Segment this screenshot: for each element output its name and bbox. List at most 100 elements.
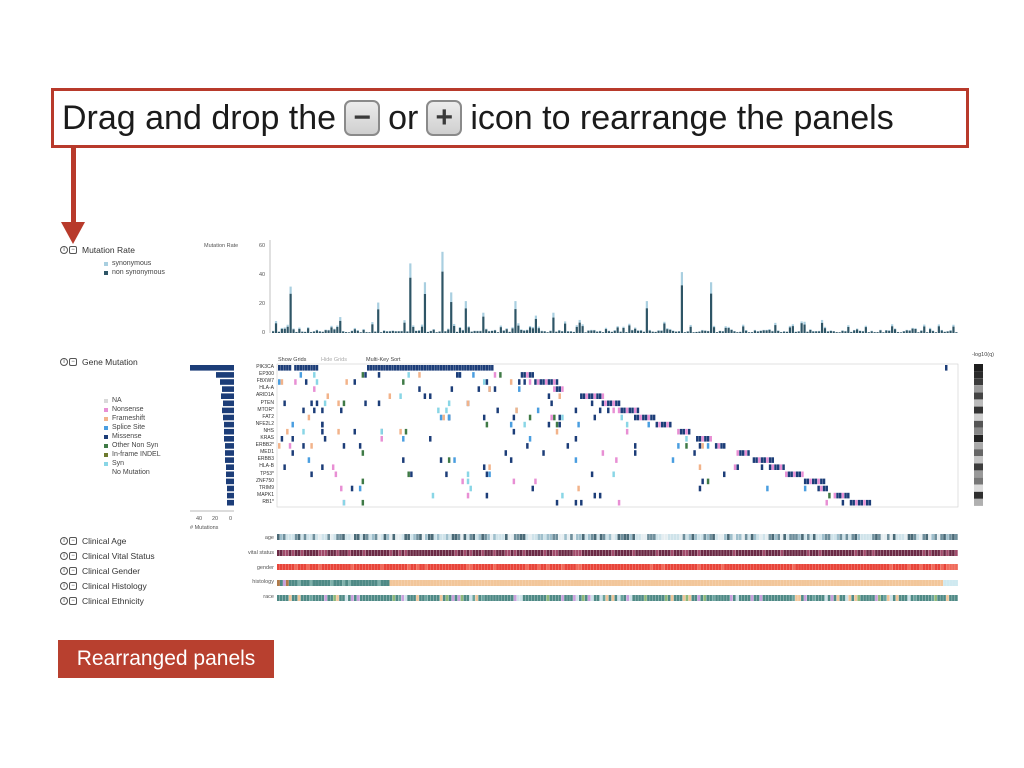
info-icon[interactable]: i (60, 597, 68, 605)
age-cell (466, 534, 470, 540)
mutation-cell (685, 428, 688, 435)
info-icon[interactable]: i (60, 552, 68, 560)
mutation-cell (453, 365, 456, 371)
info-icon[interactable]: i (60, 567, 68, 575)
mutation-cell (790, 471, 793, 478)
mutation-cell (340, 485, 343, 492)
histology-cell (898, 580, 902, 586)
panel-header-clinical-vital-status[interactable]: i − Clinical Vital Status (60, 551, 155, 561)
synonymous-bar (847, 325, 850, 327)
non-synonymous-bar (937, 326, 940, 333)
race-cell (282, 595, 286, 601)
histology-cell (567, 580, 571, 586)
vital-status-cell (413, 550, 416, 556)
gender-cell (892, 564, 896, 570)
vital-status-cell (285, 550, 289, 556)
age-cell (747, 534, 751, 540)
mutation-cell (531, 372, 534, 378)
histology-cell (392, 580, 396, 586)
non-synonymous-bar (780, 332, 783, 333)
non-synonymous-bar (747, 332, 751, 333)
info-icon[interactable]: i (60, 582, 68, 590)
panel-header-clinical-ethnicity[interactable]: i − Clinical Ethnicity (60, 596, 144, 606)
histology-cell (309, 580, 313, 586)
race-cell (288, 595, 292, 601)
synonymous-bar (788, 325, 792, 328)
panel-header-gene-mutation[interactable]: i − Gene Mutation (60, 357, 138, 367)
race-cell (670, 595, 674, 601)
hide-grids-button[interactable]: Hide Grids (321, 357, 347, 363)
mutation-cell (634, 414, 637, 421)
panel-header-clinical-gender[interactable]: i − Clinical Gender (60, 566, 140, 576)
vital-status-cell (475, 550, 479, 556)
collapse-icon[interactable]: − (69, 537, 77, 545)
clinical-tracks[interactable] (277, 534, 958, 604)
race-cell (531, 595, 535, 601)
age-cell (727, 534, 730, 540)
show-grids-button[interactable]: Show Grids (278, 357, 307, 363)
mutation-cell (358, 443, 362, 449)
gene-label: FAT2 (262, 413, 274, 420)
race-cell (303, 595, 307, 601)
q-value-cell (974, 477, 983, 485)
mutation-cell (518, 379, 521, 385)
mutation-cell (625, 421, 629, 428)
panel-header-clinical-histology[interactable]: i − Clinical Histology (60, 581, 147, 591)
histology-cell (416, 580, 420, 586)
histology-cell (318, 580, 322, 586)
gender-cell (472, 564, 476, 570)
histology-cell (368, 580, 372, 586)
gene-label: ERBB2* (255, 442, 274, 449)
instruction-text-after: icon to rearrange the panels (470, 99, 894, 137)
collapse-icon[interactable]: − (69, 567, 77, 575)
histology-cell (445, 580, 449, 586)
collapse-icon[interactable]: − (69, 552, 77, 560)
histology-cell (336, 580, 340, 586)
age-cell (804, 534, 807, 540)
panel-header-mutation-rate[interactable]: i − Mutation Rate (60, 245, 135, 255)
histology-cell (839, 580, 843, 586)
synonymous-bar (663, 321, 666, 324)
gender-cell (940, 564, 944, 570)
age-cell (496, 534, 499, 540)
vital-status-cell (525, 550, 529, 556)
vital-status-cell (584, 550, 588, 556)
info-icon[interactable]: i (60, 537, 68, 545)
vital-status-cell (644, 550, 647, 556)
legend-item: NA (104, 396, 161, 405)
collapse-icon[interactable]: − (69, 582, 77, 590)
non-synonymous-bar (499, 327, 502, 333)
synonymous-bar (730, 329, 733, 330)
collapse-icon[interactable]: − (69, 597, 77, 605)
race-cell (407, 595, 410, 601)
collapse-icon[interactable]: − (69, 246, 77, 254)
mutation-cell (445, 407, 448, 414)
vital-status-cell (653, 550, 656, 556)
race-cell (878, 595, 881, 601)
non-synonymous-bar (745, 330, 748, 333)
instruction-banner: Drag and drop the − or + icon to rearran… (51, 88, 969, 148)
race-cell (472, 595, 476, 601)
mutation-cell (315, 379, 319, 385)
histology-cell (362, 580, 366, 586)
multi-key-sort-button[interactable]: Multi-Key Sort (366, 357, 401, 363)
non-synonymous-bar (511, 328, 514, 333)
synonymous-bar (940, 329, 943, 331)
vital-status-cell (306, 550, 310, 556)
synonymous-bar (558, 329, 561, 331)
race-cell (712, 595, 715, 601)
mutation-cell (466, 365, 470, 371)
non-synonymous-bar (823, 328, 827, 333)
collapse-icon[interactable]: − (69, 358, 77, 366)
oncoprint-matrix[interactable] (276, 363, 959, 509)
info-icon[interactable]: i (60, 246, 68, 254)
gender-cell (513, 564, 517, 570)
info-icon[interactable]: i (60, 358, 68, 366)
age-cell (617, 534, 621, 540)
mutation-cell (677, 428, 680, 435)
race-cell (368, 595, 372, 601)
mutation-cell (849, 499, 853, 506)
mutation-cell (310, 400, 313, 407)
vital-status-cell (635, 550, 638, 556)
panel-header-clinical-age[interactable]: i − Clinical Age (60, 536, 126, 546)
